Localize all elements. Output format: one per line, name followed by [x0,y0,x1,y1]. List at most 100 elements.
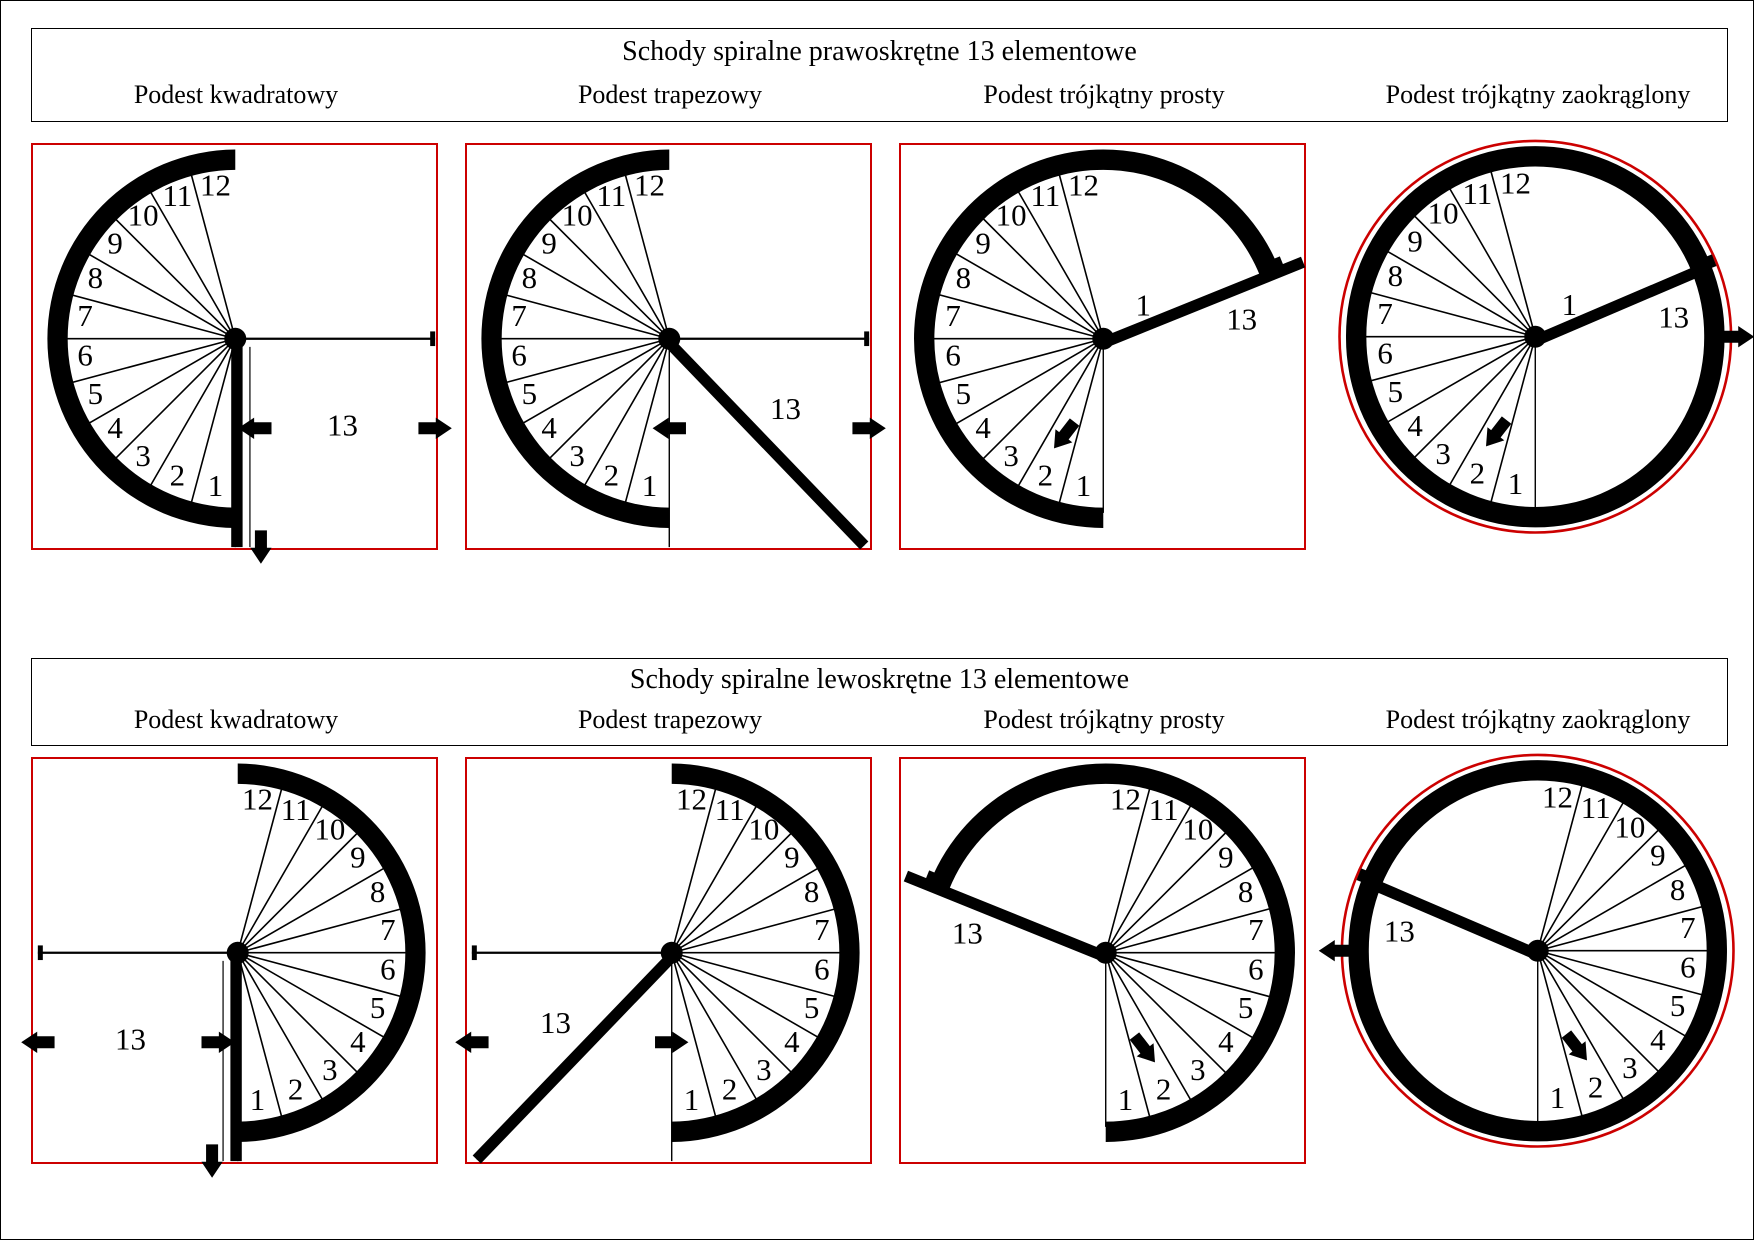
svg-text:5: 5 [1670,988,1685,1023]
svg-text:1: 1 [642,468,657,503]
svg-text:12: 12 [1542,780,1573,815]
svg-text:7: 7 [380,912,395,947]
svg-text:8: 8 [522,260,537,295]
svg-text:2: 2 [1588,1070,1603,1105]
svg-text:12: 12 [1500,166,1531,201]
svg-text:12: 12 [242,782,273,817]
svg-text:2: 2 [1038,458,1053,493]
svg-text:5: 5 [522,376,537,411]
svg-text:10: 10 [128,198,159,233]
svg-text:13: 13 [1384,914,1415,949]
svg-text:3: 3 [569,438,584,473]
svg-text:1: 1 [1118,1082,1133,1117]
svg-text:10: 10 [1614,810,1645,845]
svg-text:11: 11 [715,792,745,827]
svg-text:5: 5 [88,376,103,411]
svg-text:1: 1 [684,1082,699,1117]
svg-text:6: 6 [1680,950,1695,985]
svg-text:7: 7 [1248,912,1263,947]
svg-text:2: 2 [604,458,619,493]
svg-text:6: 6 [1248,952,1263,987]
svg-text:10: 10 [1182,812,1213,847]
svg-text:10: 10 [314,812,345,847]
svg-text:9: 9 [784,840,799,875]
svg-text:10: 10 [748,812,779,847]
svg-text:10: 10 [996,198,1027,233]
svg-text:8: 8 [1670,872,1685,907]
svg-text:11: 11 [596,178,626,213]
svg-text:13: 13 [1226,302,1257,337]
svg-text:1: 1 [208,468,223,503]
svg-text:7: 7 [511,298,526,333]
svg-text:13: 13 [770,391,801,426]
svg-text:7: 7 [945,298,960,333]
svg-text:1: 1 [1550,1080,1565,1115]
svg-text:9: 9 [107,226,122,261]
svg-text:4: 4 [975,410,990,445]
svg-text:8: 8 [370,874,385,909]
svg-text:7: 7 [814,912,829,947]
svg-text:3: 3 [322,1052,337,1087]
svg-text:9: 9 [975,226,990,261]
svg-text:8: 8 [956,260,971,295]
svg-text:12: 12 [676,782,707,817]
svg-text:3: 3 [1622,1050,1637,1085]
svg-text:1: 1 [250,1082,265,1117]
svg-text:8: 8 [804,874,819,909]
svg-text:7: 7 [1680,910,1695,945]
svg-text:5: 5 [370,990,385,1025]
svg-text:9: 9 [541,226,556,261]
svg-text:2: 2 [722,1072,737,1107]
svg-text:11: 11 [162,178,192,213]
svg-text:4: 4 [1218,1024,1233,1059]
svg-text:12: 12 [634,168,665,203]
svg-text:13: 13 [115,1021,146,1056]
svg-text:4: 4 [784,1024,799,1059]
svg-text:13: 13 [1658,300,1689,335]
svg-text:1: 1 [1508,466,1523,501]
svg-text:6: 6 [511,338,526,373]
svg-text:12: 12 [1068,168,1099,203]
svg-text:13: 13 [952,916,983,951]
svg-text:4: 4 [541,410,556,445]
svg-text:9: 9 [1407,224,1422,259]
svg-text:9: 9 [1218,840,1233,875]
svg-text:5: 5 [956,376,971,411]
svg-text:6: 6 [814,952,829,987]
svg-text:2: 2 [170,458,185,493]
svg-text:1: 1 [1136,287,1151,322]
svg-text:11: 11 [1149,792,1179,827]
svg-text:10: 10 [1428,196,1459,231]
svg-text:10: 10 [562,198,593,233]
svg-text:3: 3 [756,1052,771,1087]
svg-text:3: 3 [1190,1052,1205,1087]
svg-text:4: 4 [1650,1022,1665,1057]
svg-text:1: 1 [1076,468,1091,503]
svg-text:8: 8 [1388,258,1403,293]
svg-text:2: 2 [1470,456,1485,491]
svg-text:5: 5 [1388,374,1403,409]
svg-text:6: 6 [77,338,92,373]
svg-text:12: 12 [200,168,231,203]
svg-text:6: 6 [945,338,960,373]
svg-text:4: 4 [1407,408,1422,443]
svg-text:3: 3 [1435,436,1450,471]
svg-text:3: 3 [135,438,150,473]
svg-text:4: 4 [107,410,122,445]
svg-text:13: 13 [540,1005,571,1040]
svg-text:11: 11 [281,792,311,827]
svg-text:8: 8 [1238,874,1253,909]
svg-text:13: 13 [327,407,358,442]
svg-text:9: 9 [350,840,365,875]
svg-text:6: 6 [1377,336,1392,371]
svg-text:7: 7 [1377,296,1392,331]
svg-text:1: 1 [1562,287,1577,322]
svg-text:12: 12 [1110,782,1141,817]
svg-text:7: 7 [77,298,92,333]
svg-text:4: 4 [350,1024,365,1059]
svg-text:11: 11 [1030,178,1060,213]
svg-text:8: 8 [88,260,103,295]
svg-text:5: 5 [1238,990,1253,1025]
svg-text:2: 2 [1156,1072,1171,1107]
svg-text:11: 11 [1462,176,1492,211]
